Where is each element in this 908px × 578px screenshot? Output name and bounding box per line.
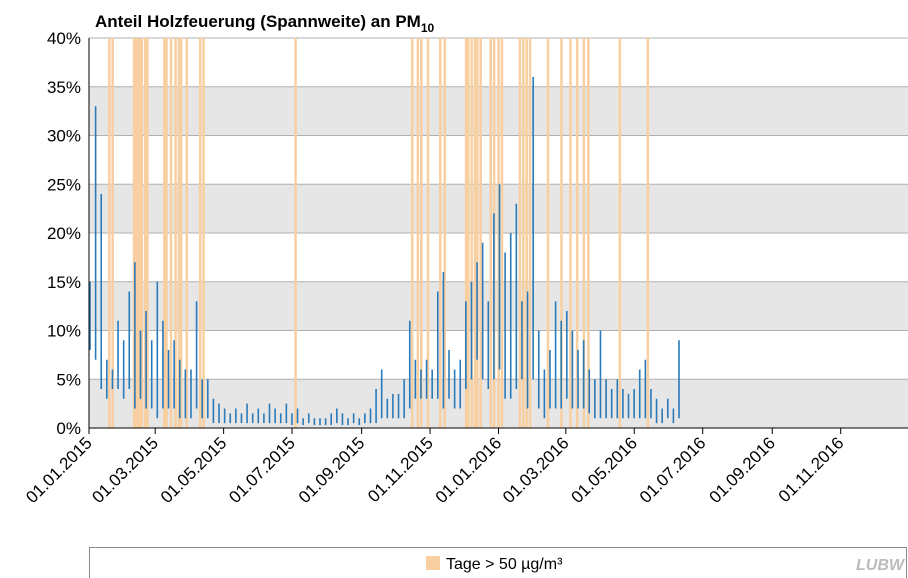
exceedance-day (174, 38, 177, 428)
exceedance-day (518, 38, 522, 428)
x-tick-label: 01.11.2016 (775, 433, 848, 506)
exceedance-day (134, 38, 138, 428)
exceedance-day (467, 38, 470, 428)
exceedance-day (410, 38, 414, 428)
y-tick-label: 35% (47, 78, 81, 97)
exceedance-day (470, 38, 473, 428)
exceedance-day (489, 38, 493, 428)
chart-title: Anteil Holzfeuerung (Spannweite) an PM10 (95, 12, 435, 35)
exceedance-day (443, 38, 447, 428)
exceedance-day (132, 38, 136, 428)
x-tick-label: 01.03.2015 (88, 433, 162, 507)
x-tick-label: 01.05.2015 (157, 433, 231, 507)
exceedance-day (202, 38, 205, 428)
exceedance-day (185, 38, 188, 428)
exceedance-day (582, 38, 586, 428)
exceedance-day (140, 38, 144, 428)
exceedance-day (426, 38, 430, 428)
exceedance-day (177, 38, 181, 428)
exceedance-day (473, 38, 477, 428)
exceedance-day (419, 38, 423, 428)
exceedance-day (138, 38, 141, 428)
y-tick-label: 20% (47, 224, 81, 243)
exceedance-day (464, 38, 468, 428)
title-subscript: 10 (421, 21, 435, 35)
exceedance-day (546, 38, 550, 428)
exceedance-day (439, 38, 442, 428)
x-tick-label: 01.09.2015 (295, 433, 369, 507)
exceedance-day (416, 38, 420, 428)
x-tick-label: 01.01.2016 (432, 433, 506, 507)
exceedance-day (528, 38, 532, 428)
exceedance-day (569, 38, 572, 428)
exceedance-day (479, 38, 482, 428)
exceedance-day (575, 38, 579, 428)
x-tick-label: 01.09.2016 (705, 433, 779, 507)
x-tick-label: 01.05.2016 (567, 433, 641, 507)
exceedance-day (198, 38, 202, 428)
y-tick-label: 10% (47, 322, 81, 341)
title-main: Anteil Holzfeuerung (Spannweite) an PM (95, 12, 421, 31)
legend-box (89, 547, 907, 578)
exceedance-day (294, 38, 297, 428)
y-tick-label: 5% (56, 370, 81, 389)
exceedance-day (179, 38, 183, 428)
exceedance-day (163, 38, 166, 428)
exceedance-day (111, 38, 114, 428)
legend-swatch (426, 556, 440, 570)
y-tick-label: 15% (47, 273, 81, 292)
exceedance-day (146, 38, 149, 428)
exceedance-day (497, 38, 500, 428)
plot-area (89, 37, 908, 429)
y-tick-label: 0% (56, 419, 81, 438)
exceedance-day (476, 38, 479, 428)
exceedance-day (587, 38, 590, 428)
exceedance-day (525, 38, 528, 428)
y-tick-label: 25% (47, 175, 81, 194)
exceedance-day (646, 38, 650, 428)
exceedance-day (560, 38, 563, 428)
exceedance-day (522, 38, 525, 428)
legend-label: Tage > 50 µg/m³ (446, 556, 563, 573)
exceedance-day (618, 38, 622, 428)
x-tick-label: 01.07.2015 (225, 433, 299, 507)
exceedance-day (108, 38, 111, 428)
exceedance-day (500, 38, 504, 428)
x-tick-label: 01.01.2015 (22, 433, 96, 507)
x-tick-label: 01.07.2016 (636, 433, 710, 507)
exceedance-day (165, 38, 168, 428)
y-tick-label: 40% (47, 29, 81, 48)
exceedance-day (169, 38, 173, 428)
exceedance-day (143, 38, 147, 428)
y-tick-label: 30% (47, 127, 81, 146)
x-tick-label: 01.03.2016 (499, 433, 573, 507)
logo: LUBW (856, 557, 906, 574)
x-tick-label: 01.11.2015 (364, 433, 437, 506)
